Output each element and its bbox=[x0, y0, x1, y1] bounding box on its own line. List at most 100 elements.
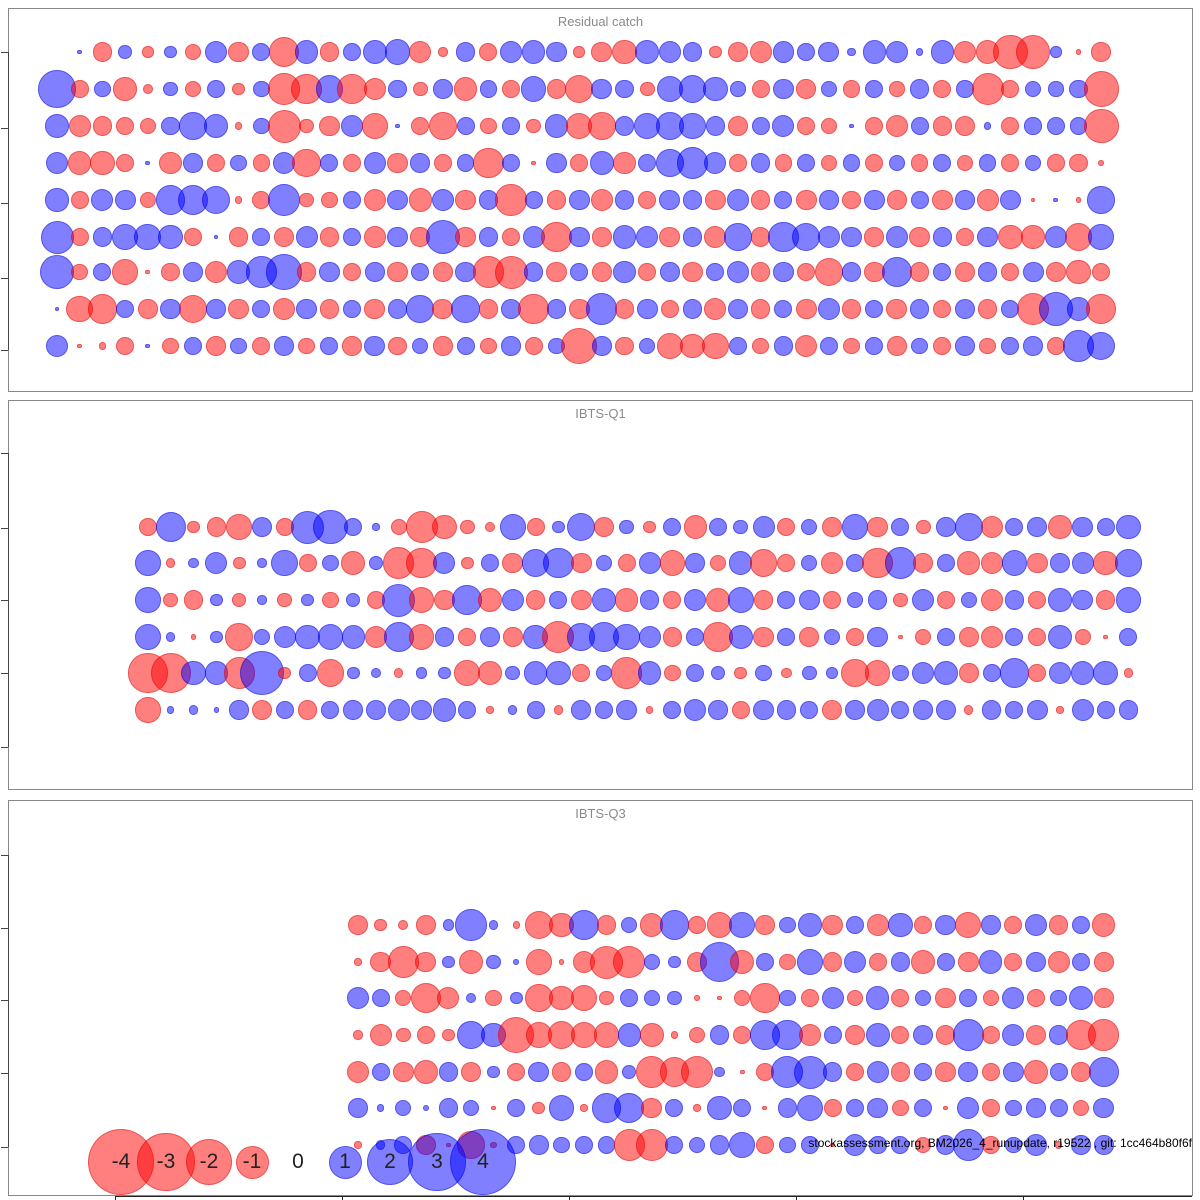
residual-bubble bbox=[686, 627, 705, 647]
residual-bubble bbox=[1115, 587, 1142, 613]
residual-bubble bbox=[999, 189, 1021, 211]
residual-bubble bbox=[849, 123, 854, 129]
residual-bubble bbox=[1005, 700, 1024, 720]
residual-bubble bbox=[480, 337, 497, 355]
residual-bubble bbox=[684, 698, 707, 722]
residual-bubble bbox=[645, 706, 654, 714]
residual-bubble bbox=[1086, 294, 1116, 324]
residual-bubble bbox=[365, 699, 387, 721]
residual-bubble bbox=[580, 1104, 588, 1112]
residual-bubble bbox=[658, 40, 681, 64]
residual-bubble bbox=[911, 337, 928, 355]
residual-bubble bbox=[980, 588, 1003, 612]
residual-bubble bbox=[322, 591, 339, 609]
residual-bubble bbox=[1093, 1097, 1115, 1119]
residual-bubble bbox=[353, 1030, 363, 1040]
residual-bubble bbox=[1116, 514, 1141, 540]
residual-bubble bbox=[752, 337, 769, 355]
residual-bubble bbox=[319, 42, 340, 62]
residual-bubble bbox=[1098, 160, 1105, 166]
residual-bubble bbox=[235, 1145, 269, 1179]
residual-bubble bbox=[660, 262, 680, 282]
residual-bubble bbox=[1064, 223, 1093, 251]
residual-bubble bbox=[612, 225, 637, 249]
residual-bubble bbox=[268, 36, 300, 68]
residual-bubble bbox=[1001, 153, 1020, 173]
residual-bubble bbox=[570, 153, 589, 173]
residual-bubble bbox=[343, 227, 362, 247]
residual-bubble bbox=[982, 663, 1001, 683]
residual-bubble bbox=[251, 699, 273, 721]
residual-bubble bbox=[363, 151, 386, 175]
residual-bubble bbox=[167, 706, 175, 714]
residual-bubble bbox=[708, 45, 722, 59]
legend-value-label: 0 bbox=[292, 1150, 304, 1173]
residual-bubble bbox=[230, 154, 247, 172]
residual-bubble bbox=[564, 74, 594, 104]
residual-bubble bbox=[954, 115, 976, 137]
residual-bubble bbox=[226, 260, 251, 284]
residual-bubble bbox=[163, 81, 178, 97]
residual-bubble bbox=[592, 262, 612, 282]
residual-bubble bbox=[1068, 985, 1094, 1011]
residual-bubble bbox=[639, 81, 655, 97]
residual-bubble bbox=[341, 114, 364, 138]
residual-bubble bbox=[797, 116, 816, 136]
residual-bubble bbox=[166, 632, 176, 642]
residual-bubble bbox=[595, 554, 613, 572]
residual-bubble bbox=[1072, 1099, 1090, 1117]
residual-bubble bbox=[615, 79, 634, 99]
residual-bubble bbox=[643, 989, 661, 1007]
residual-bubble bbox=[750, 190, 771, 210]
residual-bubble bbox=[337, 74, 367, 104]
residual-bubble bbox=[981, 1025, 1000, 1045]
residual-bubble bbox=[1050, 553, 1070, 573]
residual-bubble bbox=[226, 514, 252, 540]
residual-bubble bbox=[44, 113, 70, 139]
residual-bubble bbox=[341, 625, 365, 649]
residual-bubble bbox=[594, 700, 614, 720]
residual-bubble bbox=[486, 706, 494, 714]
residual-bubble bbox=[1091, 42, 1111, 62]
residual-bubble bbox=[844, 1133, 867, 1157]
residual-bubble bbox=[708, 517, 728, 537]
residual-bubble bbox=[884, 547, 917, 579]
residual-bubble bbox=[1049, 1062, 1068, 1082]
residual-bubble bbox=[343, 299, 362, 319]
residual-bubble bbox=[679, 112, 706, 140]
residual-bubble bbox=[551, 1062, 572, 1082]
residual-bubble bbox=[709, 554, 727, 572]
residual-bubble bbox=[518, 293, 549, 325]
residual-bubble bbox=[451, 294, 480, 324]
residual-bubble bbox=[841, 299, 862, 319]
residual-bubble bbox=[822, 1062, 843, 1082]
residual-bubble bbox=[755, 1062, 774, 1082]
residual-bubble bbox=[682, 299, 703, 319]
residual-bubble bbox=[204, 260, 227, 284]
residual-bubble bbox=[437, 986, 460, 1010]
residual-bubble bbox=[707, 1095, 732, 1121]
y-axis-tick bbox=[1, 855, 8, 856]
residual-bubble bbox=[638, 190, 657, 210]
legend-value-label: 2 bbox=[384, 1150, 396, 1173]
residual-bubble bbox=[134, 223, 162, 251]
legend-value-label: -1 bbox=[242, 1150, 262, 1173]
residual-bubble bbox=[1046, 336, 1065, 356]
residual-bubble bbox=[781, 667, 792, 679]
residual-bubble bbox=[1093, 660, 1118, 686]
residual-bubble bbox=[343, 42, 362, 62]
residual-bubble bbox=[98, 342, 107, 350]
residual-bubble bbox=[485, 989, 502, 1007]
residual-bubble bbox=[135, 550, 161, 576]
residual-bubble bbox=[203, 113, 229, 139]
residual-bubble bbox=[978, 154, 997, 172]
residual-bubble bbox=[257, 595, 267, 605]
residual-bubble bbox=[638, 551, 661, 575]
residual-bubble bbox=[823, 1025, 842, 1045]
residual-bubble bbox=[232, 82, 245, 96]
residual-bubble bbox=[1096, 517, 1115, 537]
residual-bubble bbox=[494, 255, 528, 289]
residual-bubble bbox=[116, 336, 135, 356]
residual-bubble bbox=[638, 262, 657, 282]
residual-bubble bbox=[638, 337, 656, 355]
